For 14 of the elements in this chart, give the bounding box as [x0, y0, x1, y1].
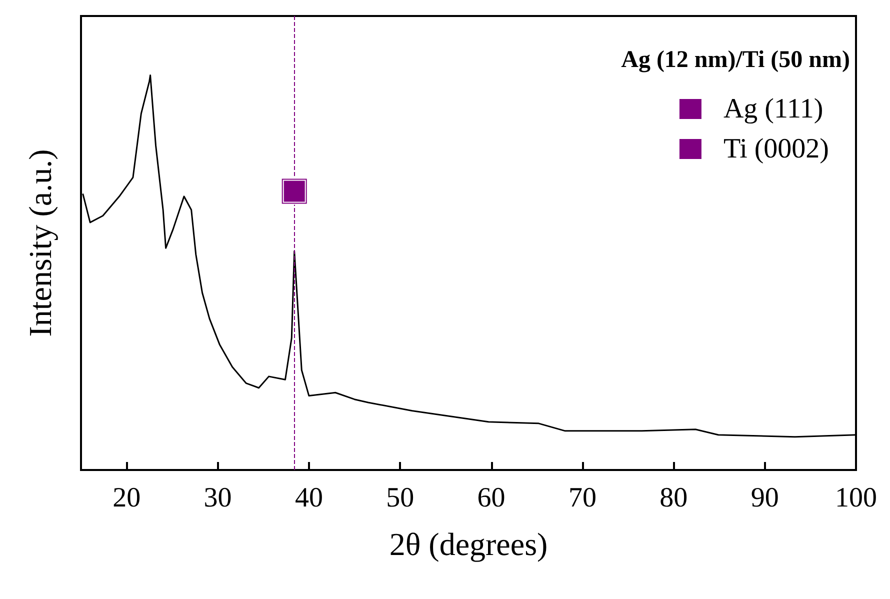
legend-label: Ag (111)	[723, 94, 824, 124]
x-tick-label: 90	[750, 482, 779, 514]
x-tick-label: 40	[294, 482, 323, 514]
x-tick-label: 70	[568, 482, 596, 514]
legend-label: Ti (0002)	[723, 134, 829, 164]
x-axis-title: 2θ (degrees)	[389, 526, 548, 562]
y-axis-title: Intensity (a.u.)	[22, 149, 58, 337]
x-tick-label: 30	[204, 482, 232, 514]
x-tick-label: 100	[835, 482, 877, 514]
x-tick-label: 50	[386, 482, 414, 514]
x-tick-label: 80	[660, 482, 688, 514]
x-tick-label: 20	[112, 482, 141, 514]
legend-title: Ag (12 nm)/Ti (50 nm)	[621, 47, 850, 73]
x-tick-label: 60	[477, 482, 506, 514]
